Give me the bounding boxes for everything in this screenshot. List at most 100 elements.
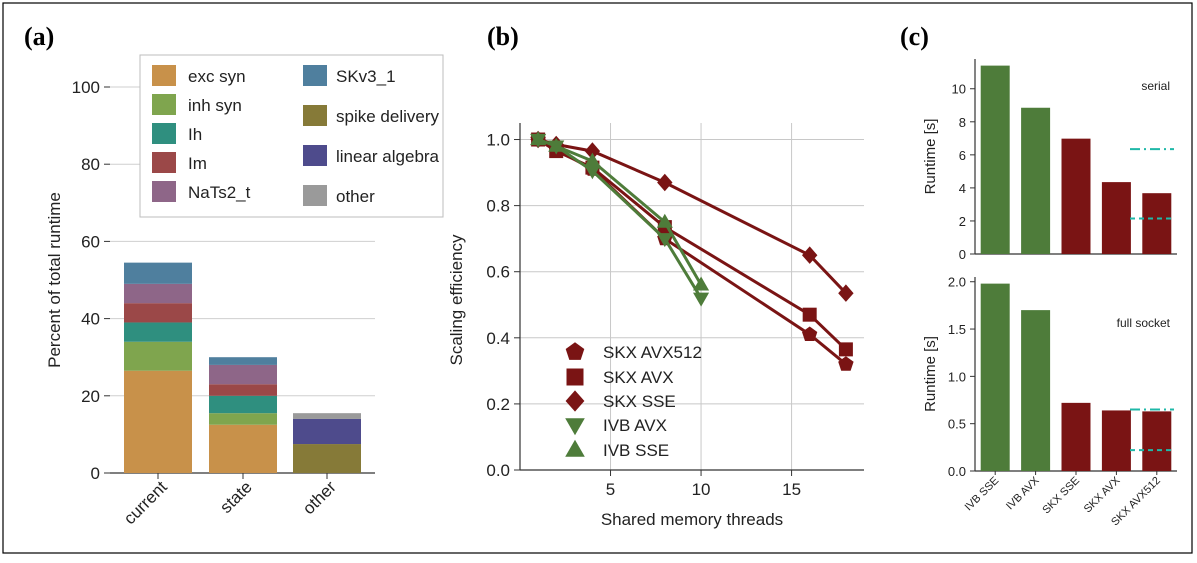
y-tick-label: 6 [959,148,966,163]
y-tick-label: 60 [81,232,100,251]
marker-pentagon [838,356,854,371]
runtime-bar [1021,310,1051,471]
runtime-bar [1101,410,1131,471]
marker-diamond [802,246,818,264]
marker-square [802,307,817,322]
bar-segment-exc_syn [209,424,277,473]
marker-square [566,368,584,386]
marker-triangle-up [693,276,710,291]
bar-segment-exc_syn [124,370,192,473]
bar-segment-Ih [209,395,277,414]
runtime-bar [1142,411,1172,471]
runtime-bar [980,65,1010,254]
bar-segment-other [293,413,361,419]
y-tick-label: 0 [959,247,966,262]
legend-swatch [152,123,176,144]
panel-c-top-chart: 0 2 4 6 8 10 Runtime [s] serial [922,59,1177,262]
bar-segment-Ih [124,322,192,342]
y-axis-label: Percent of total runtime [45,192,64,368]
legend-label: SKX SSE [603,392,676,411]
legend-label: SKv3_1 [336,67,396,86]
x-tick-label: 5 [606,480,615,499]
bar-segment-NaTs2_t [209,364,277,385]
y-tick-label: 0.5 [948,417,966,432]
marker-diamond [838,284,854,302]
runtime-bar [1061,138,1091,254]
y-tick-label: 0.8 [486,197,510,216]
bar-segment-inh_syn [209,413,277,425]
y-tick-label: 1.0 [486,131,510,150]
runtime-bar [1061,402,1091,471]
legend-swatch [152,94,176,115]
y-tick-label: 40 [81,310,100,329]
y-tick-label: 20 [81,387,100,406]
y-axis-label: Scaling efficiency [447,234,466,366]
runtime-bar [980,283,1010,471]
y-tick-label: 0.0 [948,464,966,479]
panel-label-b: (b) [487,22,519,51]
legend-label: other [336,187,375,206]
legend-swatch [303,185,327,206]
legend-label: exc syn [188,67,246,86]
legend-swatch [152,152,176,173]
y-tick-label: 80 [81,155,100,174]
legend-swatch [303,65,327,86]
marker-triangle-down [565,418,585,436]
marker-square [838,342,853,357]
bar-segment-inh_syn [124,341,192,371]
y-tick-label: 10 [952,82,966,97]
y-tick-label: 0 [91,464,100,483]
marker-triangle-up [656,213,673,228]
y-tick-label: 2 [959,214,966,229]
panel-annotation: full socket [1117,316,1171,330]
legend-label: SKX AVX512 [603,343,702,362]
y-tick-label: 0.0 [486,461,510,480]
y-tick-label: 1.5 [948,322,966,337]
legend-swatch [152,181,176,202]
bar-segment-Im [209,384,277,396]
marker-diamond [657,173,673,192]
legend-label: Ih [188,125,202,144]
legend-label: Im [188,154,207,173]
marker-triangle-up [584,152,601,167]
legend-label: IVB AVX [603,416,667,435]
y-tick-label: 0.4 [486,329,510,348]
marker-triangle-down [584,165,601,180]
y-tick-label: 2.0 [948,275,966,290]
runtime-bar [1101,182,1131,254]
legend-swatch [303,145,327,166]
marker-diamond [584,142,601,160]
panel-label-c: (c) [900,22,929,51]
legend-swatch [303,105,327,126]
y-tick-label: 1.0 [948,369,966,384]
x-tick-label: 10 [692,480,711,499]
y-axis-label: Runtime [s] [922,119,939,195]
legend-label: spike delivery [336,107,439,126]
legend-box [139,54,444,218]
y-axis-label: Runtime [s] [922,336,939,412]
bar-segment-NaTs2_t [124,283,192,304]
y-tick-label: 0.2 [486,395,510,414]
runtime-bar [1142,193,1172,254]
legend-label: IVB SSE [603,441,669,460]
legend-swatch [152,65,176,86]
legend-label: linear algebra [336,147,440,166]
y-tick-label: 4 [959,181,966,196]
marker-pentagon [565,342,585,360]
marker-triangle-up [565,439,585,457]
panel-annotation: serial [1141,79,1170,93]
runtime-bar [1021,107,1051,254]
marker-triangle-up [548,137,565,152]
bar-segment-Im [124,303,192,323]
bar-segment-spike_delivery [293,444,361,473]
x-axis-label: Shared memory threads [601,510,783,529]
y-tick-label: 0.6 [486,263,510,282]
marker-diamond [565,390,585,412]
legend-label: NaTs2_t [188,183,251,202]
marker-triangle-down [693,292,710,307]
y-tick-label: 100 [72,78,100,97]
legend-label: inh syn [188,96,242,115]
legend-label: SKX AVX [603,368,674,387]
